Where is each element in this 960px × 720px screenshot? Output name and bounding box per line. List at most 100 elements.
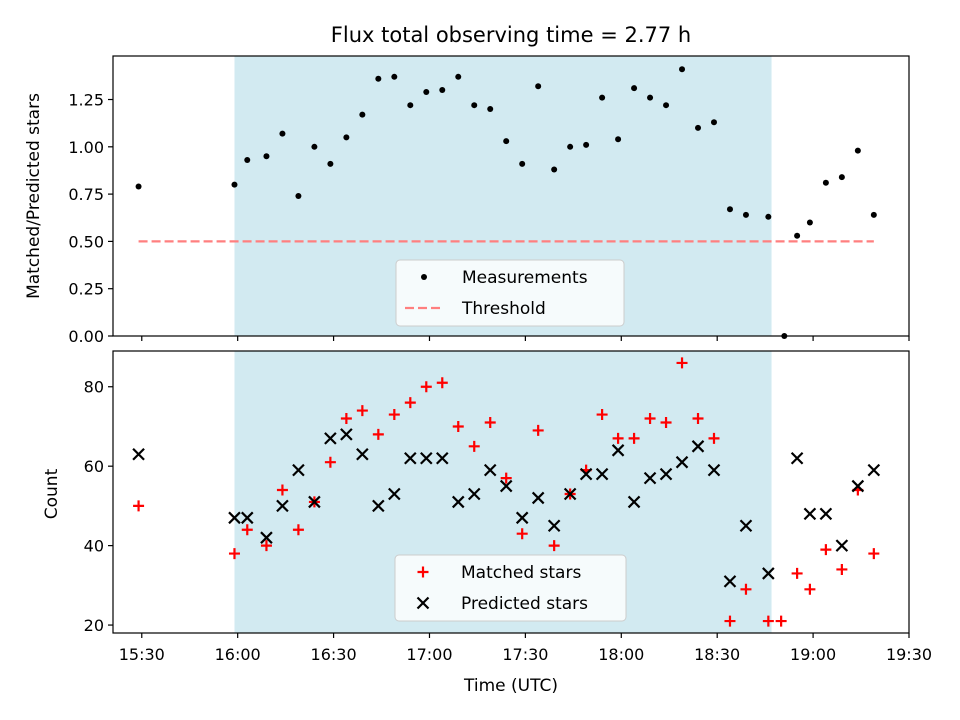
legend-label: Matched stars [461, 563, 581, 583]
matched-star-point [340, 413, 352, 425]
predicted-star-point [547, 519, 561, 533]
matched-star-point [388, 409, 400, 421]
legend-box [395, 259, 625, 327]
count-panel: 20 40 60 80 15:30 16:00 16:30 17:00 17:30 18:00 18… [84, 350, 932, 664]
predicted-star-point [579, 467, 593, 481]
legend-label: Predicted stars [461, 594, 588, 614]
measurement-point [822, 179, 829, 186]
matched-star-point [228, 548, 240, 560]
predicted-star-point [420, 451, 433, 465]
predicted-star-point [835, 539, 849, 552]
predicted-star-point [308, 495, 321, 509]
matched-star-point [241, 524, 253, 536]
measurement-point [663, 102, 670, 109]
measurement-point [279, 130, 286, 137]
predicted-star-point [739, 519, 753, 533]
y-tick-label: 40 [84, 537, 104, 556]
legend-matched-swatch [417, 566, 429, 578]
predicted-star-point [691, 440, 705, 453]
predicted-star-point [451, 495, 465, 509]
matched-star-point [762, 615, 774, 627]
matched-star-point [372, 428, 384, 440]
measurement-point [244, 157, 251, 164]
chart-title: Flux total observing time = 2.77 h [331, 23, 691, 47]
measurement-point [742, 211, 749, 218]
predicted-star-point [260, 531, 273, 544]
predicted-star-point [867, 463, 881, 477]
predicted-star-point [132, 447, 145, 461]
measurement-point [631, 85, 638, 92]
measurement-point [806, 219, 813, 226]
predicted-star-point [228, 511, 241, 525]
measurement-point [615, 136, 622, 143]
y-tick-label: 60 [84, 457, 104, 476]
predicted-star-point [790, 451, 804, 465]
ratio-panel: 0.00 0.25 0.50 0.75 1.00 1.25 Measurements Thre… [68, 55, 910, 346]
matched-star-point [660, 416, 672, 428]
x-tick-label: 18:30 [694, 645, 740, 664]
measurement-point [359, 111, 366, 118]
predicted-star-point [515, 511, 529, 525]
predicted-star-point [707, 463, 721, 477]
matched-star-point [775, 615, 787, 627]
measurement-point [647, 94, 654, 101]
measurement-point [455, 73, 462, 80]
predicted-star-point [819, 507, 833, 521]
axes-frame [112, 350, 910, 634]
matched-star-point [356, 405, 368, 417]
predicted-star-point [659, 467, 673, 481]
measurement-point [695, 124, 702, 131]
predicted-star-point [563, 487, 577, 501]
measurement-point [599, 94, 606, 101]
predicted-star-point [531, 491, 545, 505]
matched-star-point [404, 397, 416, 409]
predicted-star-point [851, 479, 865, 493]
measurement-point [503, 138, 510, 145]
legend-label: Threshold [461, 299, 546, 319]
y-axis-label-ratio: Matched/Predicted stars [24, 93, 44, 299]
matched-star-point [484, 416, 496, 428]
predicted-star-point [611, 444, 625, 457]
y-tick-label: 0.25 [68, 280, 104, 299]
legend-predicted-swatch [416, 596, 430, 610]
y-tick-label: 80 [84, 378, 104, 397]
x-tick-label: 16:00 [215, 645, 261, 664]
measurement-point [439, 87, 446, 94]
predicted-star-point [762, 567, 775, 580]
predicted-star-point [324, 432, 337, 445]
measurement-point [535, 83, 542, 90]
matched-star-point [868, 548, 880, 560]
measurement-point [583, 141, 590, 148]
matched-star-point [644, 413, 656, 425]
x-tick-label: 17:30 [502, 645, 548, 664]
y-tick-label: 1.25 [68, 91, 104, 110]
measurement-point [295, 193, 302, 199]
y-tick-label: 20 [84, 616, 104, 635]
matched-star-point [260, 540, 272, 552]
matched-star-point [708, 432, 720, 444]
x-axis-label: Time (UTC) [463, 676, 558, 696]
matched-star-point [791, 567, 803, 579]
x-tick-label: 18:00 [598, 645, 644, 664]
measurement-point [231, 181, 238, 188]
predicted-star-point [240, 511, 254, 525]
predicted-star-point [627, 495, 641, 509]
y-axis-label-count: Count [42, 468, 62, 519]
measurement-point [343, 134, 350, 141]
y-tick-label: 0.50 [68, 232, 104, 251]
matched-star-point [628, 432, 640, 444]
predicted-star-point [372, 499, 385, 513]
matched-star-point [420, 381, 432, 393]
measurement-point [567, 143, 574, 150]
matched-star-point [532, 424, 544, 436]
matched-star-point [548, 540, 560, 552]
measurement-point [794, 232, 801, 239]
predicted-star-point [388, 487, 401, 501]
matched-star-point [133, 500, 145, 512]
measurement-point [471, 102, 478, 109]
predicted-star-point [467, 487, 481, 501]
measurement-point [519, 160, 526, 167]
matched-star-point [692, 413, 704, 425]
x-tick-label: 17:00 [406, 645, 452, 664]
